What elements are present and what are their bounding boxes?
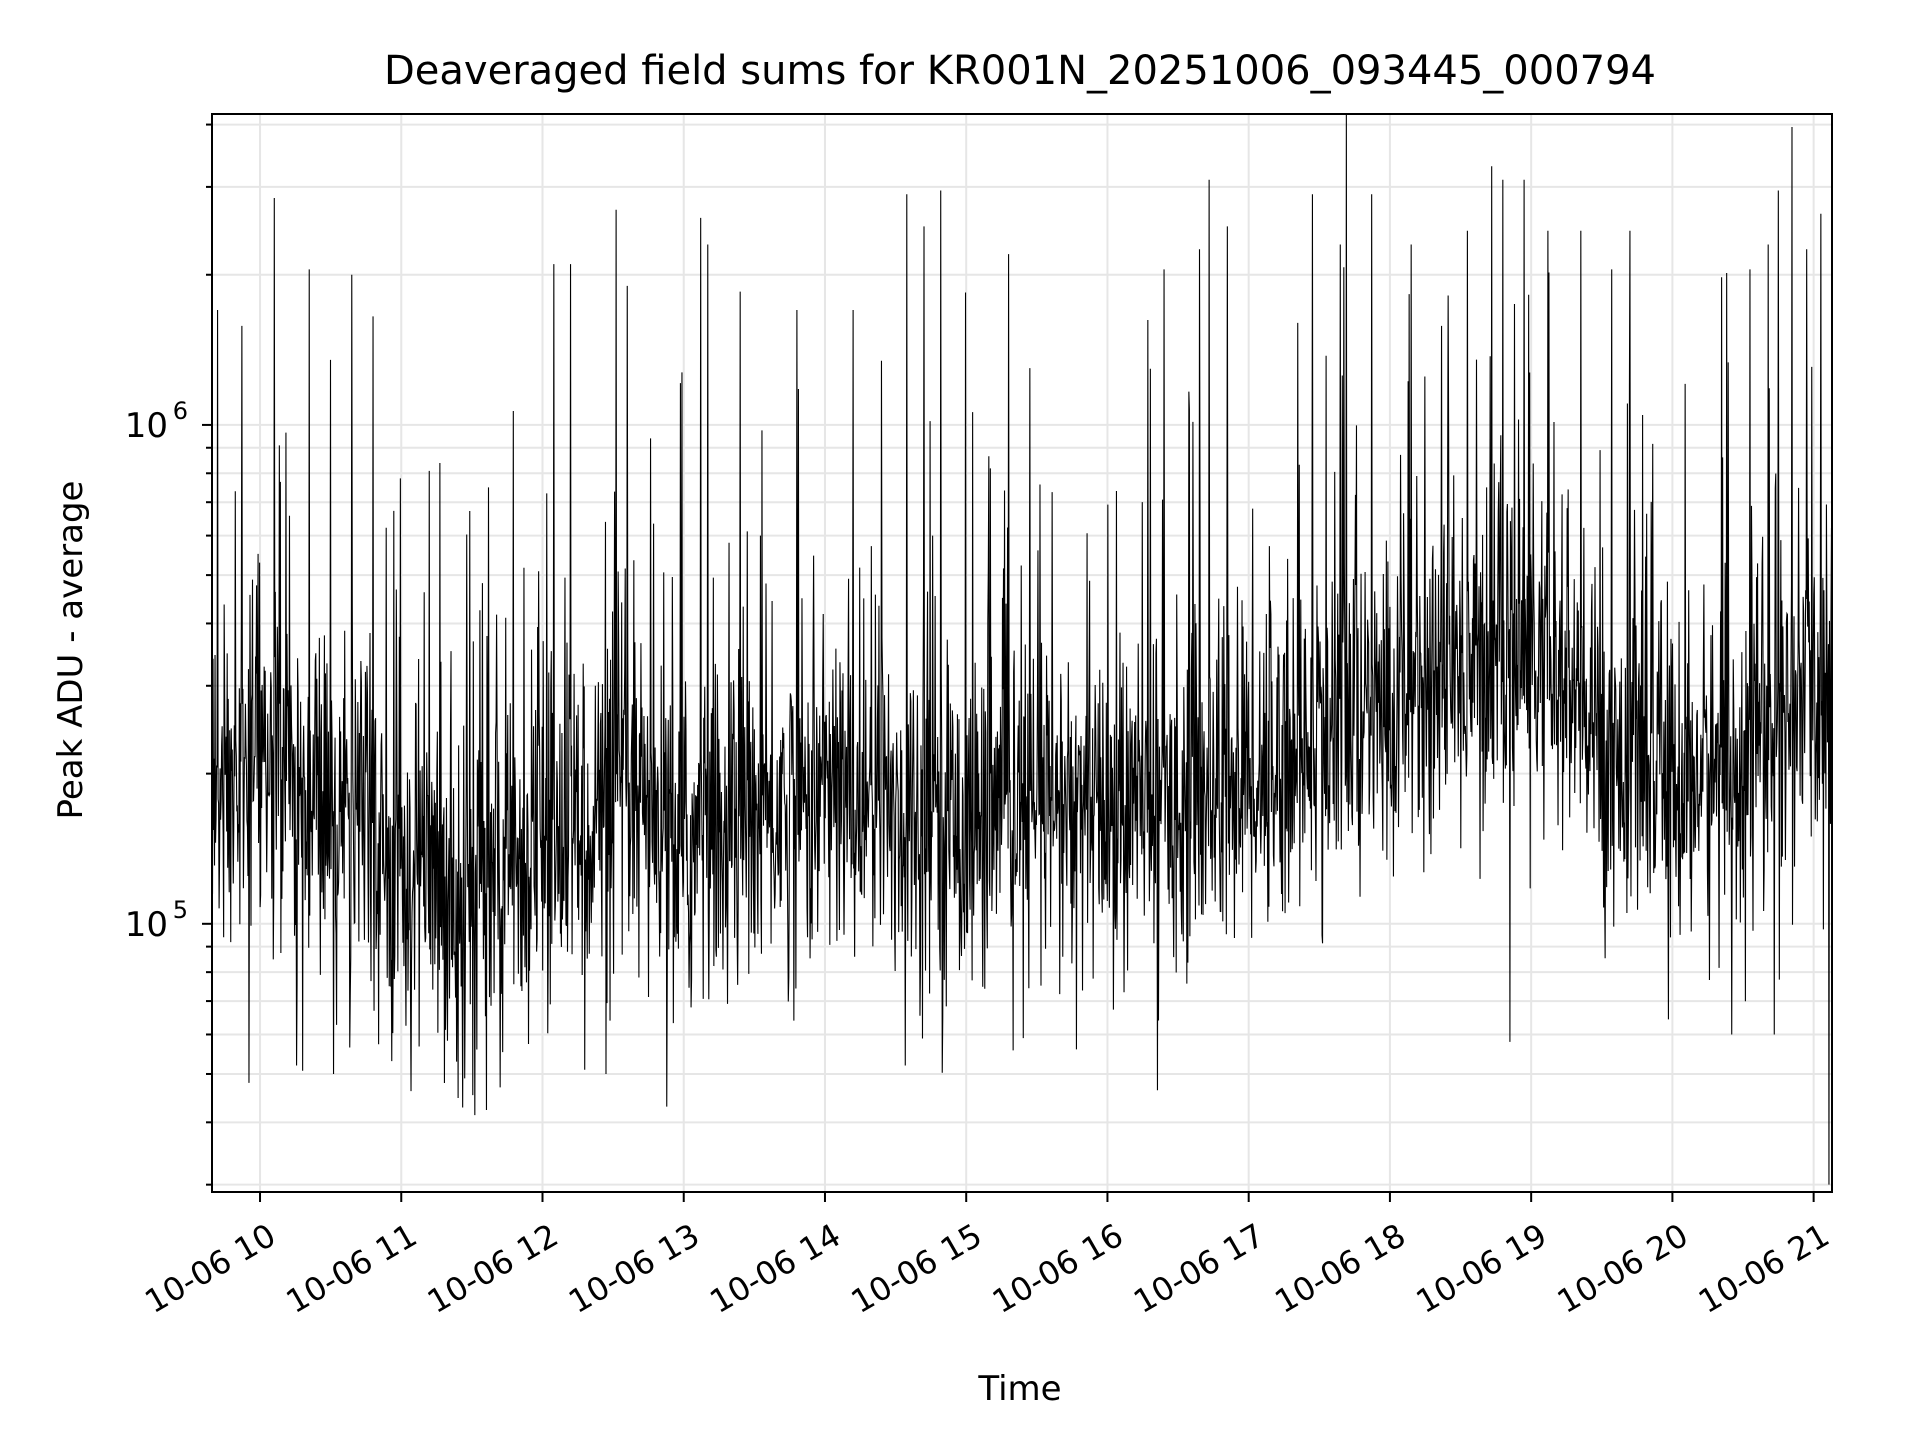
- plot-frame: [211, 113, 1833, 1193]
- y-tick-label: 10 6: [125, 397, 188, 446]
- y-tick-label-base: 10: [125, 905, 168, 945]
- y-tick-label-exponent: 5: [173, 896, 188, 924]
- y-axis-label: Peak ADU - average: [51, 481, 91, 820]
- data-series-line: [211, 113, 1833, 1185]
- chart-title: Deaveraged field sums for KR001N_2025100…: [384, 48, 1656, 94]
- y-tick-label: 10 5: [125, 896, 188, 945]
- y-tick-label-base: 10: [125, 406, 168, 446]
- x-axis-label: Time: [977, 1369, 1061, 1409]
- series-layer: [211, 113, 1833, 1185]
- y-tick-label-exponent: 6: [173, 397, 188, 425]
